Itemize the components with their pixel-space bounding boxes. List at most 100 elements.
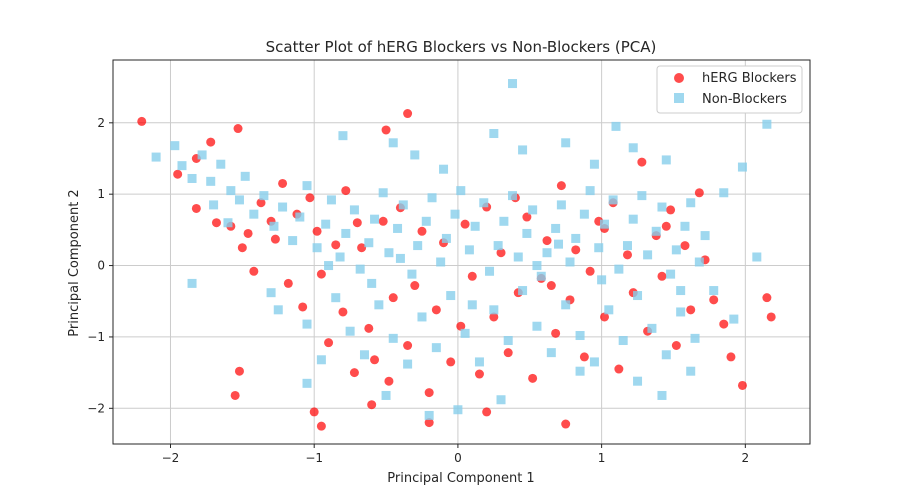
non-blocker-point <box>460 328 470 338</box>
legend-blocker-marker <box>674 73 684 83</box>
non-blocker-point <box>326 195 336 205</box>
non-blocker-point <box>752 252 762 262</box>
grid-lines <box>113 60 810 444</box>
non-blocker-point <box>643 250 653 260</box>
non-blocker-point <box>561 138 571 148</box>
non-blocker-point <box>151 152 161 162</box>
x-tick-label: −2 <box>162 451 180 465</box>
non-blocker-point <box>421 216 431 226</box>
herg-blocker-point <box>456 321 466 331</box>
herg-blocker-point <box>378 216 388 226</box>
non-blocker-point <box>417 312 427 322</box>
non-blocker-point <box>666 269 676 279</box>
non-blocker-point <box>316 355 326 365</box>
non-blocker-point <box>393 223 403 233</box>
herg-blocker-point <box>528 373 538 383</box>
herg-blocker-point <box>403 341 413 351</box>
non-blocker-point <box>273 305 283 315</box>
non-blocker-point <box>489 129 499 139</box>
non-blocker-point <box>269 221 279 231</box>
herg-blocker-point <box>561 419 571 429</box>
non-blocker-point <box>331 293 341 303</box>
herg-blocker-point <box>349 368 359 378</box>
non-blocker-point <box>398 200 408 210</box>
herg-blocker-point <box>403 109 413 119</box>
herg-blocker-point <box>237 243 247 253</box>
non-blocker-point <box>542 248 552 258</box>
herg-blocker-point <box>546 281 556 291</box>
herg-blocker-point <box>352 218 362 228</box>
herg-blocker-point <box>424 418 434 428</box>
herg-blocker-point <box>556 181 566 191</box>
non-blocker-point <box>565 257 575 267</box>
herg-blocker-point <box>278 178 288 188</box>
non-blocker-point <box>374 300 384 310</box>
non-blocker-point <box>441 233 451 243</box>
non-blocker-point <box>503 336 513 346</box>
herg-blocker-point <box>331 240 341 250</box>
herg-blocker-point <box>309 407 319 417</box>
non-blocker-point <box>618 336 628 346</box>
non-blocker-point <box>551 223 561 233</box>
non-blocker-point <box>249 209 259 219</box>
herg-blocker-point <box>206 137 216 147</box>
non-blocker-point <box>349 205 359 215</box>
non-blocker-point <box>522 228 532 238</box>
non-blocker-point <box>302 378 312 388</box>
non-blocker-point <box>335 252 345 262</box>
herg-blocker-point <box>719 319 729 329</box>
herg-blocker-point <box>316 269 326 279</box>
non-blocker-point <box>321 219 331 229</box>
non-blocker-point <box>651 226 661 236</box>
herg-blocker-point <box>460 219 470 229</box>
non-blocker-point <box>532 321 542 331</box>
non-blocker-point <box>424 410 434 420</box>
non-blocker-point <box>431 343 441 353</box>
x-axis-label: Principal Component 1 <box>387 471 534 486</box>
herg-blocker-point <box>694 188 704 198</box>
non-blocker-point <box>388 138 398 148</box>
non-blocker-point <box>439 164 449 174</box>
non-blocker-point <box>671 245 681 255</box>
herg-blocker-point <box>233 124 243 134</box>
herg-blocker-point <box>270 234 280 244</box>
non-blocker-point <box>546 348 556 358</box>
non-blocker-point <box>508 79 518 89</box>
herg-blocker-point <box>709 295 719 305</box>
non-blocker-point <box>608 195 618 205</box>
non-blocker-point <box>324 261 334 271</box>
axis-ticks: −2 −1 0 1 2 −2 −1 0 1 2 <box>87 116 749 465</box>
non-blocker-point <box>209 200 219 210</box>
non-blocker-point <box>410 150 420 160</box>
non-blocker-point <box>338 131 348 141</box>
non-blocker-point <box>489 305 499 315</box>
herg-blocker-point <box>381 125 391 135</box>
non-blocker-point <box>594 243 604 253</box>
herg-blocker-point <box>467 271 477 281</box>
herg-blocker-point <box>388 293 398 303</box>
herg-blocker-point <box>585 266 595 276</box>
herg-blocker-point <box>230 390 240 400</box>
herg-blocker-point <box>614 364 624 374</box>
non-blocker-point <box>370 214 380 224</box>
herg-blocker-point <box>283 278 293 288</box>
herg-blocker-point <box>571 245 581 255</box>
herg-blocker-point <box>599 312 609 322</box>
herg-blocker-point <box>542 236 552 246</box>
non-blocker-point <box>206 176 216 186</box>
non-blocker-point <box>187 173 197 183</box>
non-blocker-point <box>493 241 503 251</box>
non-blocker-point <box>647 323 657 333</box>
non-blocker-point <box>611 121 621 131</box>
non-blocker-point <box>187 278 197 288</box>
legend-box <box>656 65 803 114</box>
non-blocker-point <box>223 218 233 228</box>
y-tick-label: 2 <box>97 116 105 130</box>
herg-blocker-point <box>686 305 696 315</box>
non-blocker-point <box>170 141 180 151</box>
non-blocker-point <box>633 376 643 386</box>
non-blocker-point <box>474 357 484 367</box>
non-blocker-point <box>288 236 298 246</box>
x-tick-label: 2 <box>742 451 750 465</box>
